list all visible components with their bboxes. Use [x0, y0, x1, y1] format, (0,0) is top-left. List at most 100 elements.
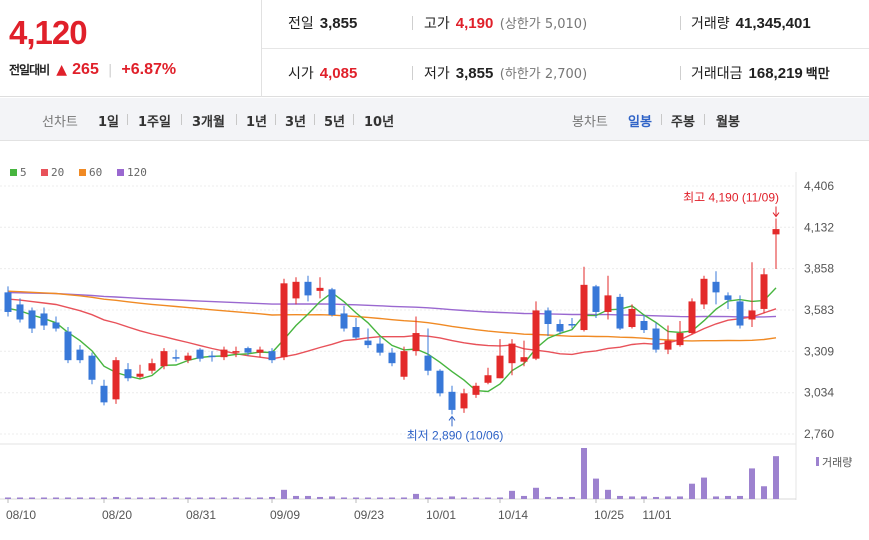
x-tick-label: 08/20: [102, 508, 132, 522]
candle-body: [700, 278, 708, 305]
stats-divider: [262, 48, 869, 49]
legend-swatch: [79, 169, 86, 176]
period-1w[interactable]: 1주일: [138, 115, 171, 130]
candle-body: [376, 343, 384, 353]
candle: [172, 349, 180, 362]
candle-body: [220, 349, 228, 358]
volume-bar: [113, 496, 119, 499]
candle: [640, 314, 648, 334]
volume-bar: [257, 497, 263, 499]
volume-bar: [77, 497, 83, 499]
candle: [460, 388, 468, 413]
candle-daily[interactable]: 일봉: [628, 115, 652, 130]
volume-bar: [665, 496, 671, 499]
period-3m[interactable]: 3개월: [192, 115, 225, 130]
price-box: 4,120 전일대비 ▲ 265 | +6.87%: [0, 0, 262, 97]
period-10y[interactable]: 10년: [364, 115, 395, 130]
x-tick-label: 09/09: [270, 508, 300, 522]
candle-body: [544, 310, 552, 325]
candle: [496, 339, 504, 379]
candle: [580, 266, 588, 332]
stat-label: 거래량: [691, 16, 730, 32]
volume-bar: [5, 497, 11, 499]
candle: [544, 307, 552, 337]
candle-body: [304, 281, 312, 296]
ma20-line: [7, 298, 777, 360]
candle: [304, 275, 312, 302]
candle: [124, 363, 132, 382]
candle: [424, 328, 432, 376]
candle-body: [184, 355, 192, 361]
stat-volume: 거래량 41,345,401: [691, 13, 811, 33]
stat-label: 시가: [288, 66, 314, 82]
x-tick-label: 10/14: [498, 508, 528, 522]
legend-swatch: [117, 169, 124, 176]
high-arrow-head: [772, 212, 780, 218]
candle: [556, 319, 564, 335]
volume-bar: [317, 496, 323, 499]
candle: [520, 340, 528, 367]
stat-label: 고가: [424, 16, 450, 32]
candle: [508, 339, 516, 376]
candle-body: [472, 385, 480, 395]
candle-body: [436, 370, 444, 394]
candle-body: [112, 360, 120, 400]
candle: [352, 317, 360, 340]
legend-swatch: [41, 169, 48, 176]
volume-bar: [473, 497, 479, 499]
volume-bar: [209, 497, 215, 499]
candle: [772, 218, 780, 270]
candle: [244, 346, 252, 356]
volume-bar: [725, 495, 731, 499]
period-5y[interactable]: 5년: [324, 115, 346, 130]
period-1y[interactable]: 1년: [246, 115, 268, 130]
candle-body: [4, 292, 12, 312]
volume-bar: [533, 487, 539, 499]
volume-bar: [749, 468, 755, 499]
volume-bars: 거래량: [0, 443, 852, 500]
period-1d[interactable]: 1일: [98, 115, 120, 130]
period-bar: 선차트 1일 1주일 3개월 1년 3년 5년 10년 봉차트 일봉 주봉 월봉: [0, 98, 869, 141]
x-tick-label: 10/25: [594, 508, 624, 522]
candle-body: [400, 351, 408, 377]
candle-body: [388, 352, 396, 364]
volume-bar: [185, 497, 191, 499]
candle-body: [628, 308, 636, 328]
candle-body: [592, 286, 600, 312]
volume-bar: [89, 497, 95, 499]
candle-body: [604, 295, 612, 312]
up-arrow-icon: ▲: [56, 62, 68, 78]
divider: [680, 16, 681, 30]
candle: [292, 277, 300, 305]
high-annotation: 최고 4,190 (11/09): [683, 191, 779, 205]
volume-bar: [629, 496, 635, 499]
volume-bar: [245, 497, 251, 499]
candle: [736, 295, 744, 329]
divider: [680, 66, 681, 80]
legend-label: 20: [51, 166, 64, 179]
candle-chart-label: 봉차트: [572, 115, 608, 130]
candle-body: [556, 324, 564, 332]
period-3y[interactable]: 3년: [285, 115, 307, 130]
stat-limit: (상한가 5,010): [499, 17, 588, 32]
candle: [688, 298, 696, 335]
candle: [712, 271, 720, 305]
moving-average-lines: [7, 287, 777, 393]
volume-bar: [617, 495, 623, 499]
candle-body: [520, 357, 528, 362]
candle-body: [640, 320, 648, 331]
change-amount: 265: [72, 61, 99, 78]
stat-label: 저가: [424, 66, 450, 82]
volume-bar: [137, 497, 143, 499]
candle-body: [328, 289, 336, 315]
candle-body: [76, 349, 84, 361]
candle: [40, 307, 48, 331]
candle-body: [340, 313, 348, 329]
legend-swatch: [10, 169, 17, 176]
candle-body: [664, 340, 672, 350]
candle-weekly[interactable]: 주봉: [671, 115, 695, 130]
divider: [181, 114, 182, 125]
candle-body: [352, 327, 360, 338]
candle-monthly[interactable]: 월봉: [716, 115, 740, 130]
candle-body: [712, 281, 720, 293]
